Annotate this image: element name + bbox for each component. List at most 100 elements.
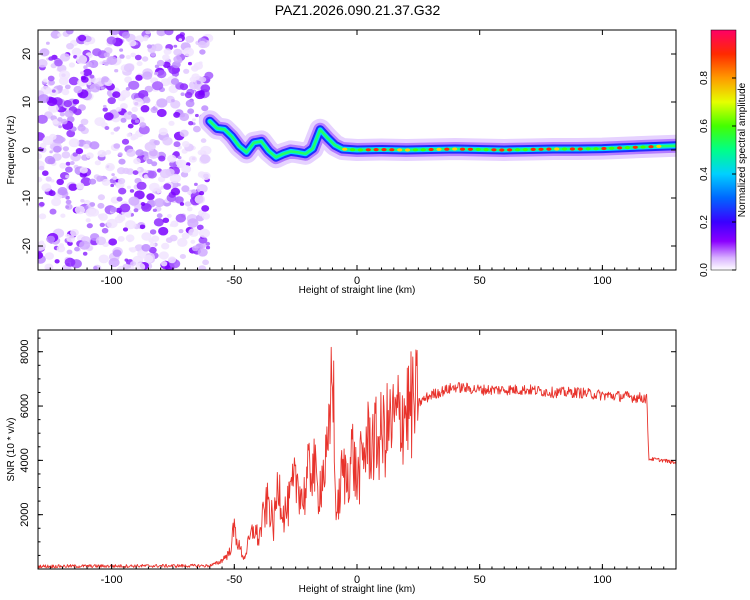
noise-blob xyxy=(68,76,79,86)
noise-blob xyxy=(38,153,42,160)
noise-blob xyxy=(170,187,181,196)
noise-blob xyxy=(44,252,55,260)
noise-blob xyxy=(123,111,134,120)
noise-blob xyxy=(153,140,160,146)
noise-blob xyxy=(153,218,164,227)
noise-blob xyxy=(97,213,104,219)
noise-blob xyxy=(103,112,114,121)
ridge-hotspot xyxy=(436,147,442,151)
noise-blob xyxy=(112,176,118,181)
noise-blob xyxy=(181,165,192,174)
noise-blob xyxy=(160,261,168,267)
noise-blob xyxy=(177,159,187,167)
noise-blob xyxy=(141,232,152,241)
noise-blob xyxy=(200,171,211,181)
noise-blob xyxy=(138,125,150,135)
ridge-hotspot xyxy=(632,145,638,149)
noise-blob xyxy=(38,213,47,220)
noise-blob xyxy=(46,97,58,107)
noise-blob xyxy=(44,263,54,270)
noise-blob xyxy=(115,107,122,112)
noise-blob xyxy=(141,244,151,252)
noise-blob xyxy=(38,251,44,259)
noise-blob xyxy=(178,229,184,234)
noise-blob xyxy=(192,118,196,122)
noise-blob xyxy=(156,70,167,79)
noise-blob xyxy=(162,217,170,223)
noise-blob xyxy=(56,137,61,142)
noise-blob xyxy=(89,141,100,150)
noise-blob xyxy=(85,218,91,223)
noise-blob xyxy=(168,120,175,126)
ridge-hotspot xyxy=(609,146,615,150)
noise-blob xyxy=(75,148,84,155)
snr-plot-area xyxy=(38,346,676,569)
ridge-hotspot xyxy=(475,147,481,152)
ridge-hotspot xyxy=(373,148,379,152)
noise-blob xyxy=(178,38,183,42)
noise-blob xyxy=(198,265,207,270)
noise-blob xyxy=(199,49,206,55)
noise-blob xyxy=(156,213,163,219)
noise-blob xyxy=(58,125,62,129)
ridge-hotspot xyxy=(452,147,458,151)
noise-blob xyxy=(61,151,71,159)
noise-blob xyxy=(198,61,203,65)
noise-blob xyxy=(146,193,155,201)
noise-blob xyxy=(158,127,168,136)
noise-blob xyxy=(125,220,136,230)
ridge-hotspot xyxy=(428,147,434,152)
noise-blob xyxy=(128,40,137,47)
noise-blob xyxy=(173,55,182,63)
noise-blob xyxy=(194,182,198,186)
noise-blob xyxy=(136,168,141,172)
noise-blob xyxy=(172,61,181,69)
noise-blob xyxy=(64,110,74,118)
noise-blob xyxy=(74,246,80,252)
noise-blob xyxy=(120,117,127,123)
noise-blob xyxy=(189,76,197,83)
noise-blob xyxy=(80,71,85,75)
y-tick-label: -10 xyxy=(21,190,33,206)
ridge-hotspot xyxy=(342,147,348,151)
noise-blob xyxy=(86,61,93,67)
x-tick-label: -100 xyxy=(101,275,123,287)
noise-blob xyxy=(68,138,80,148)
noise-blob xyxy=(111,173,115,177)
noise-blob xyxy=(59,53,71,62)
ridge-hotspot xyxy=(483,148,489,152)
noise-blob xyxy=(59,112,65,117)
noise-blob xyxy=(38,114,48,124)
noise-blob xyxy=(184,201,192,207)
noise-blob xyxy=(106,36,117,45)
noise-region xyxy=(38,30,214,270)
noise-blob xyxy=(105,149,112,155)
noise-blob xyxy=(140,105,150,113)
noise-blob xyxy=(200,243,206,249)
ridge-hotspot xyxy=(365,148,371,152)
noise-blob xyxy=(142,71,153,80)
noise-blob xyxy=(78,34,87,42)
noise-blob xyxy=(103,52,110,58)
noise-blob xyxy=(125,213,132,218)
x-tick-label: 100 xyxy=(593,574,611,586)
plot-frame xyxy=(37,329,677,570)
noise-blob xyxy=(130,52,136,58)
noise-blob xyxy=(57,33,62,37)
noise-blob xyxy=(145,30,151,35)
ridge-hotspot xyxy=(538,147,544,151)
noise-blob xyxy=(134,54,142,61)
noise-blob xyxy=(143,96,150,102)
noise-blob xyxy=(61,118,68,125)
noise-blob xyxy=(162,61,171,68)
noise-blob xyxy=(59,107,64,111)
noise-blob xyxy=(149,242,156,247)
noise-blob xyxy=(68,62,75,68)
noise-blob xyxy=(162,136,173,146)
noise-blob xyxy=(40,142,47,149)
noise-blob xyxy=(127,123,134,129)
ridge-hotspot xyxy=(467,147,473,151)
noise-blob xyxy=(199,228,210,238)
noise-blob xyxy=(66,43,74,50)
